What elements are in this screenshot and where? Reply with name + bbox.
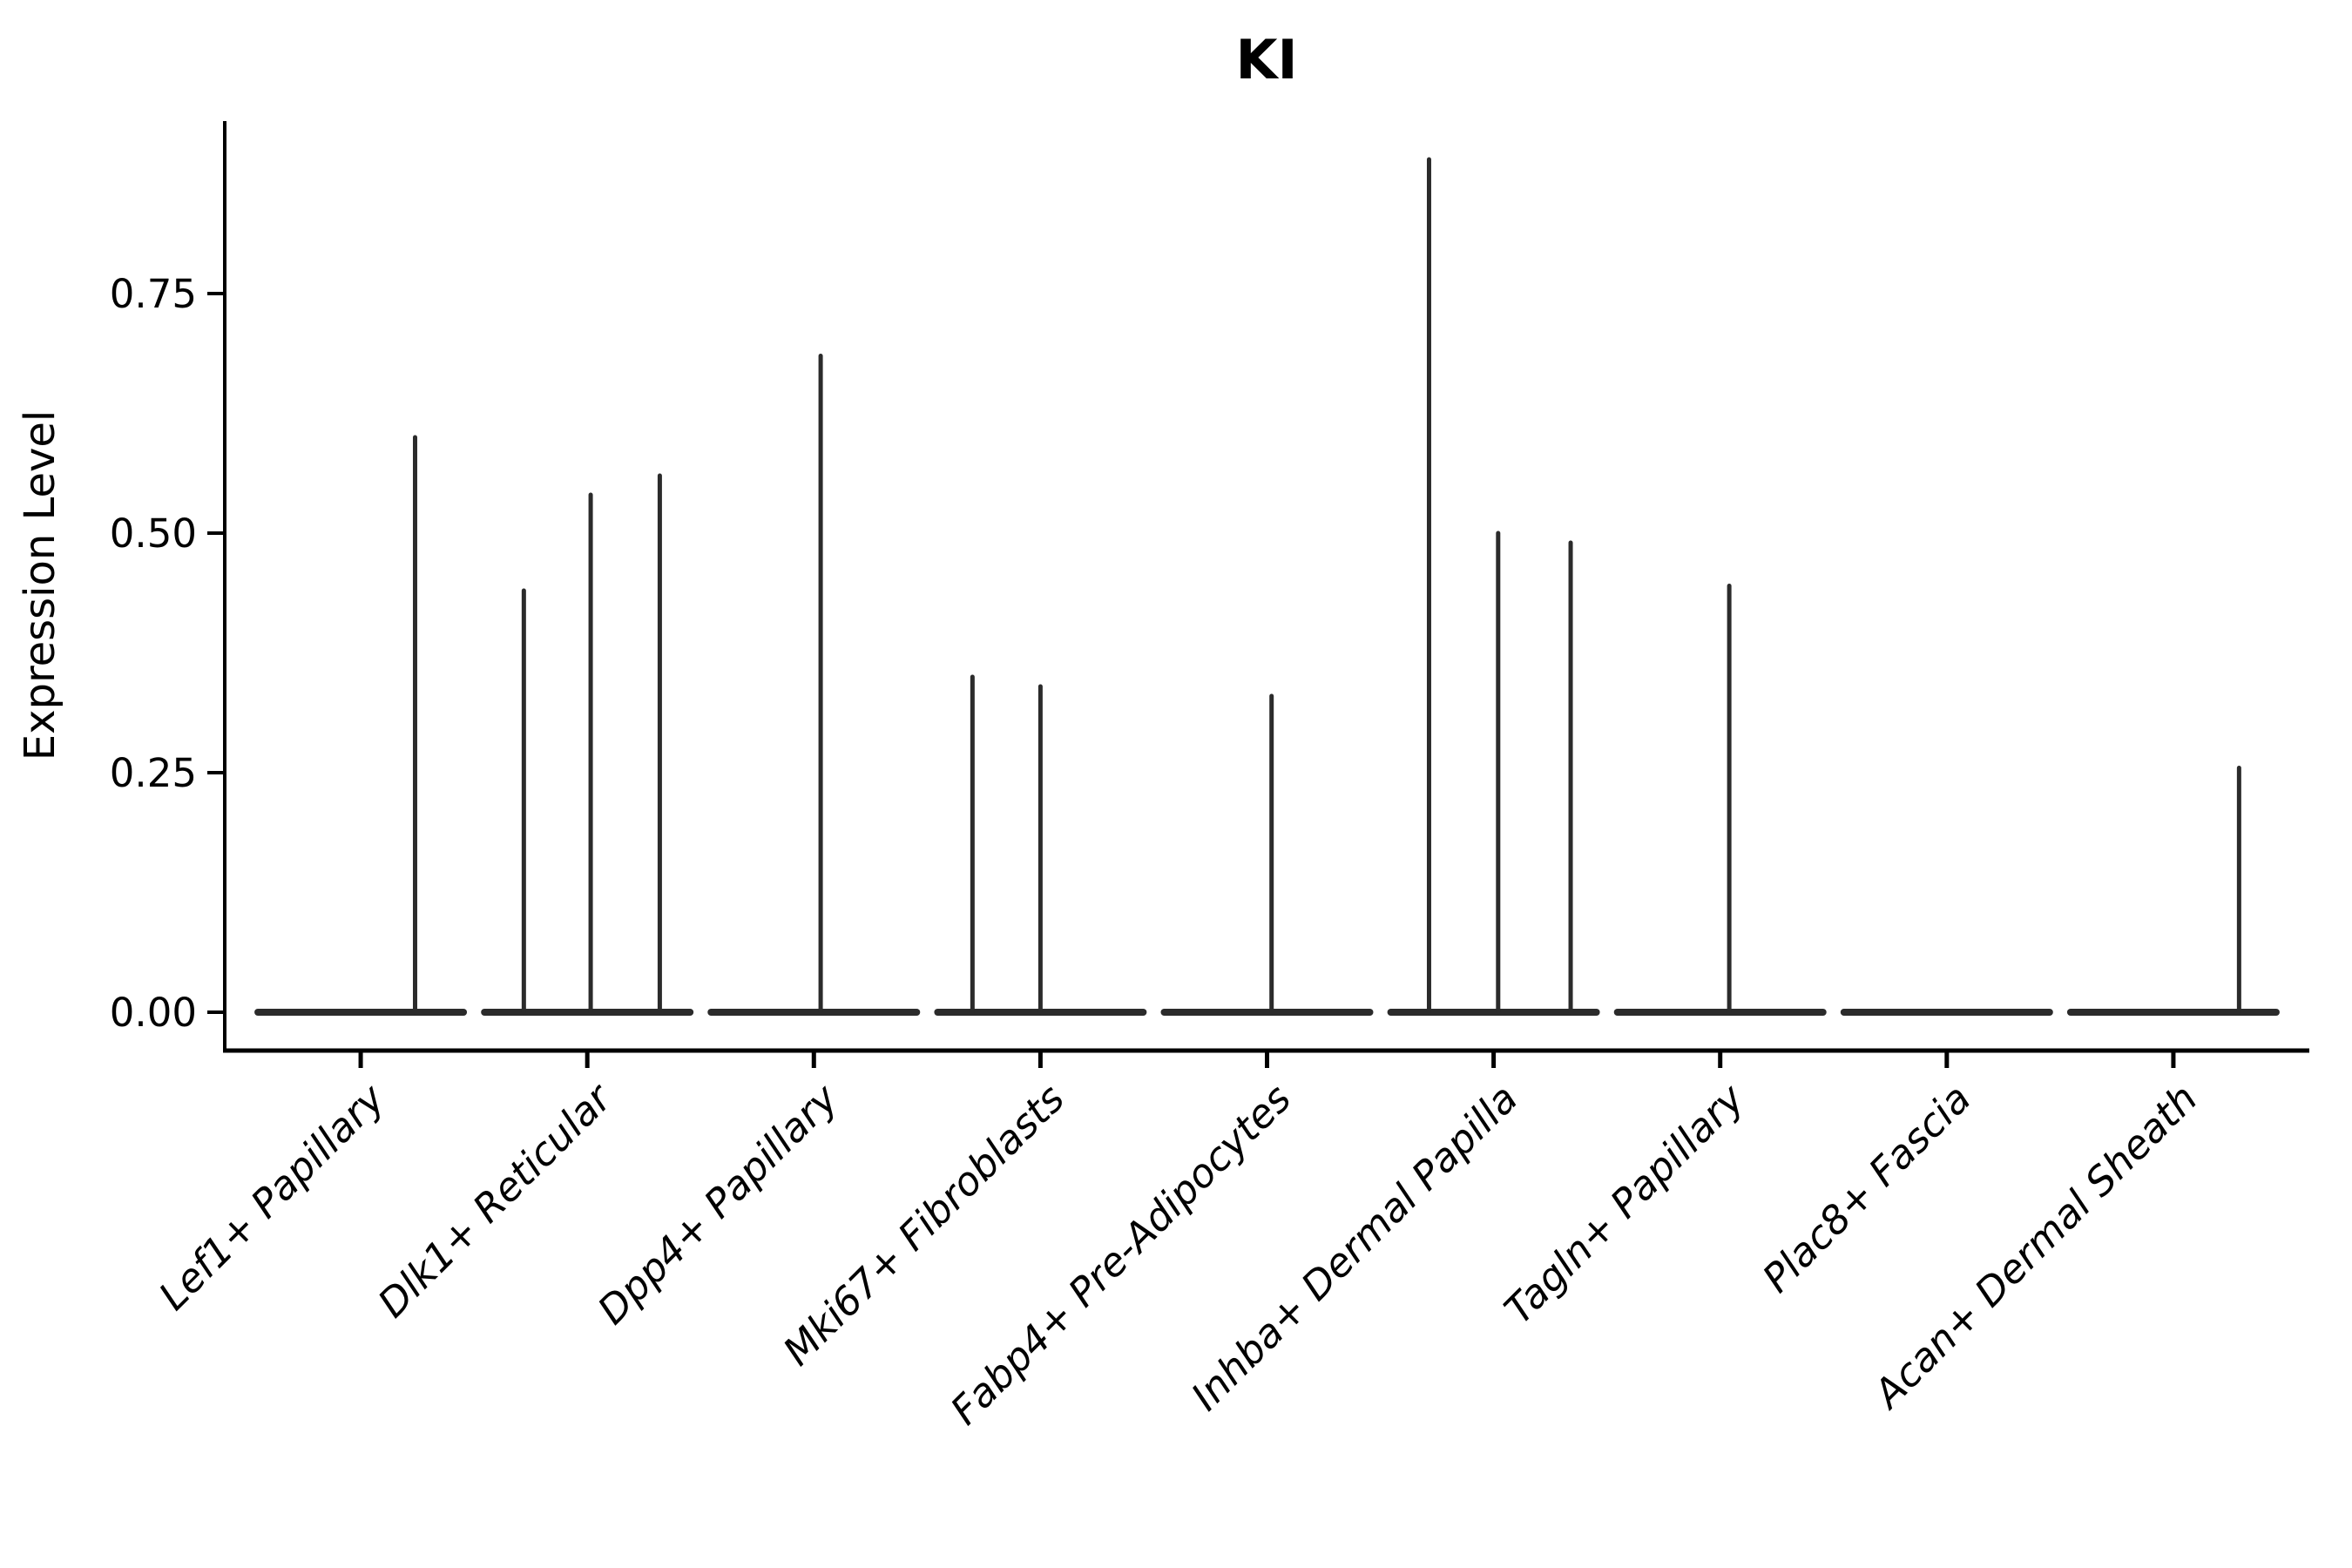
y-tick-label: 0.50 [110,510,197,557]
x-tick-label: Tagln+ Papillary [1496,1074,1754,1333]
y-axis-label: Expression Level [16,410,64,761]
y-tick-label: 0.00 [110,990,197,1036]
violins-layer [254,157,2280,1016]
x-tick-label: Plac8+ Fascia [1754,1075,1980,1301]
axis-spines-layer [223,121,2309,1053]
x-tick-label: Lef1+ Papillary [150,1074,395,1319]
y-axis-ticks-layer: 0.00 0.25 0.50 0.75 [110,271,225,1036]
y-tick-label: 0.25 [110,750,197,796]
x-tick-label: Dlk1+ Reticular [369,1074,622,1327]
chart-title: KI [1235,28,1297,91]
x-tick-label: Dpp4+ Papillary [589,1074,848,1333]
y-tick-label: 0.75 [110,271,197,317]
